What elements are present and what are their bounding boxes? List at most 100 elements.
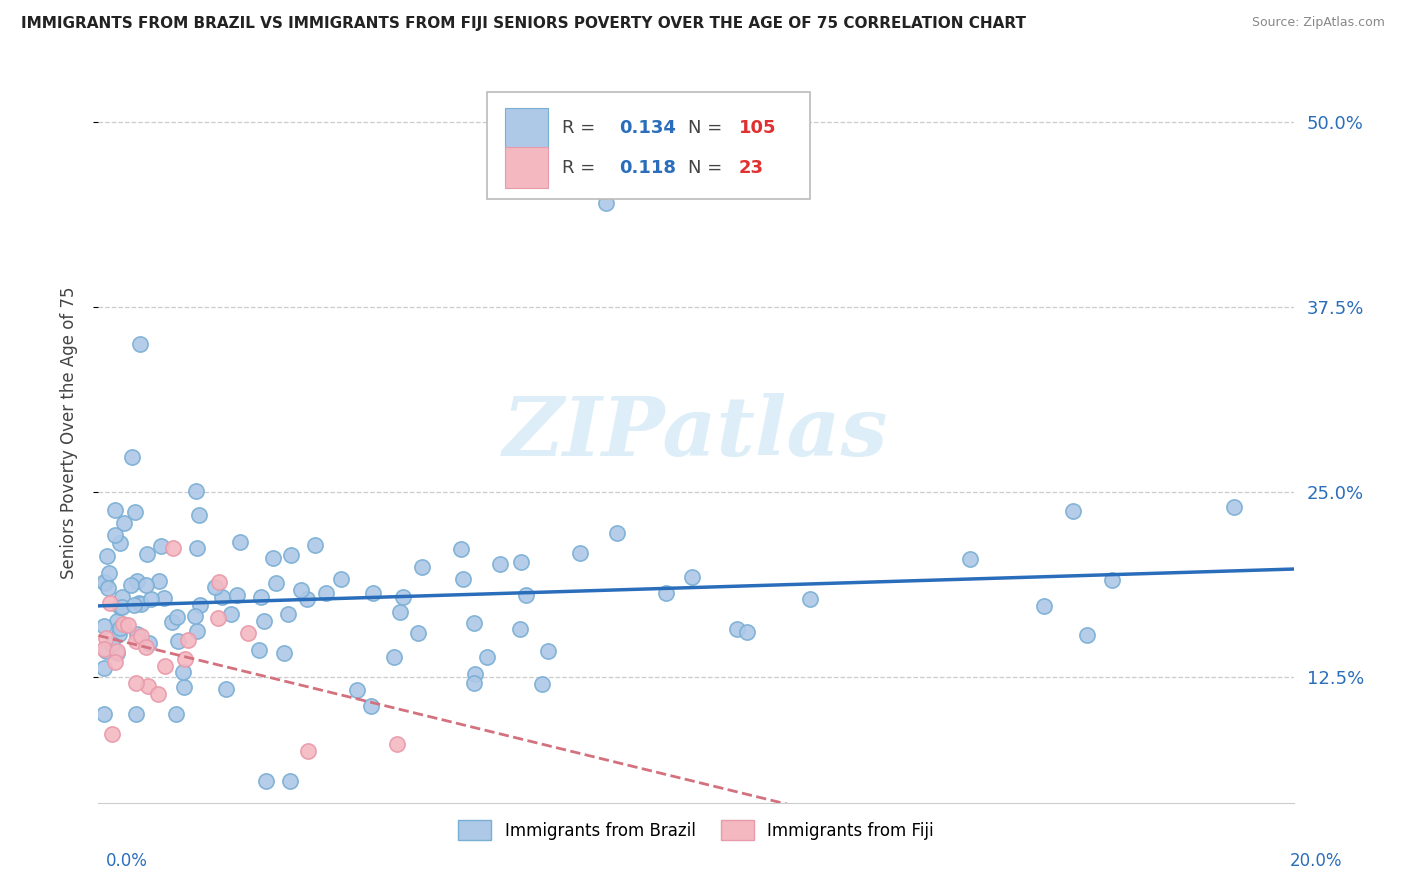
Point	[177, 632, 200, 647]
Point	[94, 632, 117, 646]
Point	[105, 644, 128, 658]
Point	[226, 588, 249, 602]
Point	[174, 652, 197, 666]
Text: R =: R =	[562, 120, 595, 137]
Point	[135, 640, 157, 655]
Point	[606, 525, 628, 540]
Point	[100, 726, 122, 740]
Point	[253, 614, 276, 628]
Point	[391, 590, 413, 604]
Text: IMMIGRANTS FROM BRAZIL VS IMMIGRANTS FROM FIJI SENIORS POVERTY OVER THE AGE OF 7: IMMIGRANTS FROM BRAZIL VS IMMIGRANTS FRO…	[21, 16, 1026, 31]
Point	[94, 576, 117, 591]
Point	[264, 576, 287, 591]
Point	[735, 624, 758, 639]
Point	[138, 636, 160, 650]
Point	[121, 450, 143, 464]
Point	[172, 665, 194, 680]
Text: 0.134: 0.134	[620, 120, 676, 137]
Point	[463, 616, 485, 631]
Point	[1076, 628, 1098, 642]
Point	[155, 658, 177, 673]
Point	[595, 196, 617, 211]
Point	[254, 773, 277, 788]
Point	[105, 646, 128, 660]
Point	[104, 655, 127, 669]
Point	[124, 505, 146, 519]
Point	[149, 539, 172, 553]
Point	[464, 666, 486, 681]
Point	[124, 634, 146, 648]
Point	[207, 610, 229, 624]
Point	[107, 626, 129, 640]
Text: 105: 105	[740, 120, 776, 137]
Point	[173, 680, 195, 694]
Point	[725, 622, 748, 636]
Point	[136, 680, 159, 694]
Point	[93, 641, 115, 656]
Point	[450, 541, 472, 556]
Point	[103, 503, 125, 517]
Point	[1062, 504, 1084, 518]
Point	[188, 598, 211, 612]
Point	[124, 706, 146, 721]
Point	[105, 614, 128, 628]
Point	[129, 598, 152, 612]
Point	[117, 618, 139, 632]
Point	[273, 646, 295, 660]
Point	[165, 706, 187, 721]
Point	[127, 627, 149, 641]
Point	[250, 590, 273, 604]
Point	[219, 607, 242, 621]
Point	[108, 536, 131, 550]
Y-axis label: Seniors Poverty Over the Age of 75: Seniors Poverty Over the Age of 75	[59, 286, 77, 579]
Point	[463, 676, 485, 690]
Point	[160, 615, 183, 630]
Point	[1033, 599, 1056, 614]
Point	[111, 600, 134, 615]
Point	[451, 573, 474, 587]
Point	[110, 621, 132, 635]
Legend: Immigrants from Brazil, Immigrants from Fiji: Immigrants from Brazil, Immigrants from …	[451, 814, 941, 847]
Text: 23: 23	[740, 159, 763, 177]
Point	[959, 552, 981, 566]
Point	[406, 625, 429, 640]
Point	[97, 581, 120, 595]
Point	[93, 619, 115, 633]
Point	[186, 541, 208, 555]
Text: R =: R =	[562, 159, 595, 177]
Point	[681, 570, 703, 584]
Point	[360, 698, 382, 713]
Text: 0.0%: 0.0%	[105, 852, 148, 870]
Text: ZIPatlas: ZIPatlas	[503, 392, 889, 473]
Point	[108, 600, 131, 615]
Point	[93, 706, 115, 721]
Point	[475, 649, 498, 664]
Point	[304, 538, 326, 552]
Point	[361, 585, 384, 599]
Point	[382, 649, 405, 664]
Point	[94, 644, 117, 658]
Point	[129, 336, 152, 351]
Point	[141, 592, 163, 607]
FancyBboxPatch shape	[486, 92, 810, 200]
Point	[93, 661, 115, 675]
Point	[162, 541, 184, 556]
Point	[148, 687, 170, 701]
Point	[204, 581, 226, 595]
Point	[537, 643, 560, 657]
Point	[489, 557, 512, 571]
Point	[1101, 574, 1123, 588]
Point	[135, 578, 157, 592]
Point	[125, 676, 148, 690]
Point	[278, 773, 301, 788]
Point	[153, 591, 176, 605]
Point	[96, 549, 118, 563]
Point	[329, 572, 352, 586]
Point	[509, 623, 531, 637]
Point	[297, 744, 319, 758]
Point	[315, 585, 337, 599]
Point	[295, 592, 318, 607]
Point	[346, 682, 368, 697]
Point	[184, 608, 207, 623]
Point	[247, 643, 270, 657]
